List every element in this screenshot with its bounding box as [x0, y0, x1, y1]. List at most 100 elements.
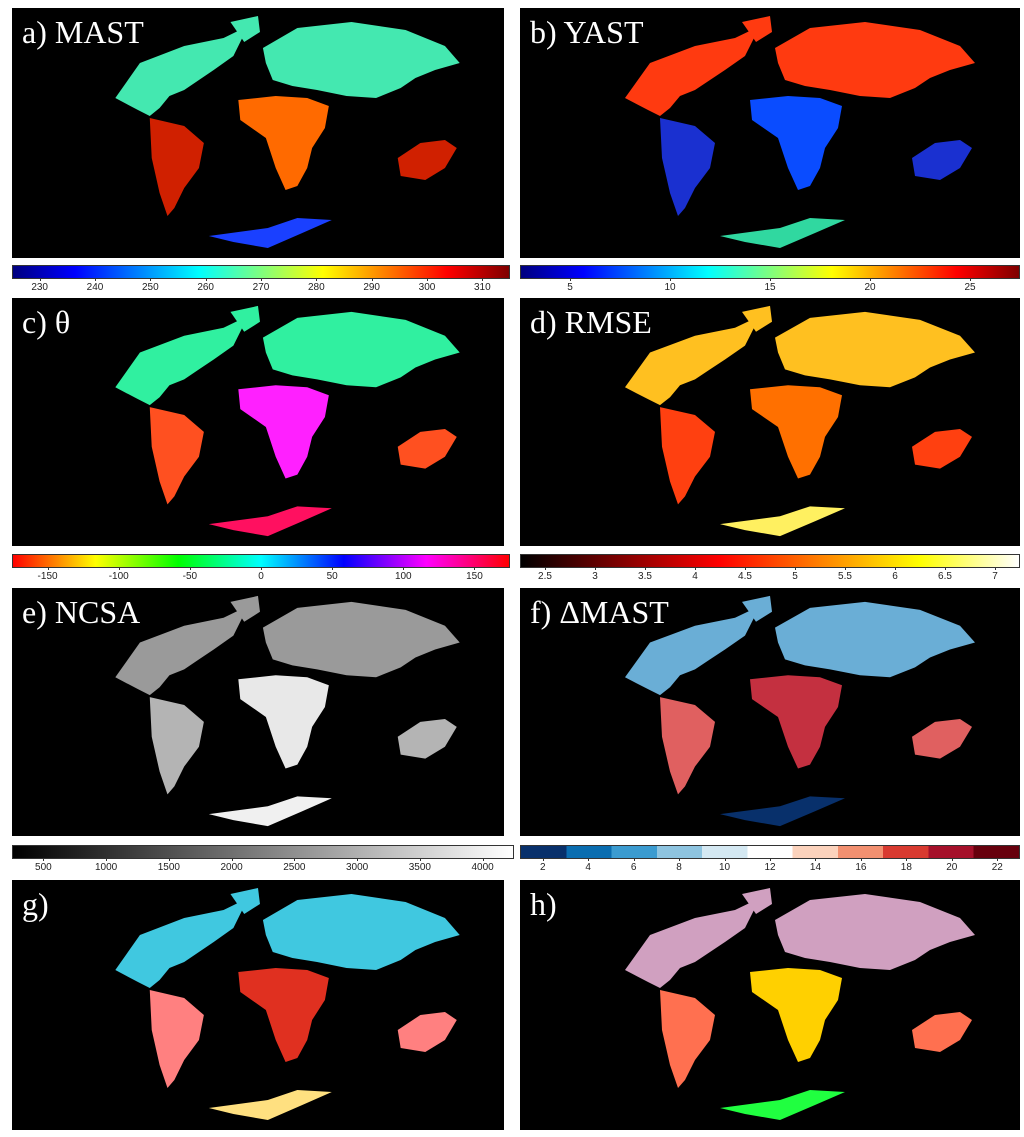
colorbar-tick-mark — [419, 858, 421, 861]
colorbar-tick-label: 25 — [964, 282, 976, 293]
colorbar-tick-label: 14 — [809, 862, 822, 873]
landmass-antarctica — [720, 1090, 845, 1120]
landmass-southAmerica — [660, 990, 715, 1088]
world-map-e — [115, 595, 460, 827]
landmass-eurasia — [775, 601, 975, 678]
colorbar-tick-mark — [482, 858, 484, 861]
panel-label-d: d) RMSE — [530, 304, 652, 340]
colorbar-tick-label: 150 — [466, 571, 483, 582]
colorbar-tick-label: 3500 — [408, 862, 431, 873]
colorbar-tick-mark — [745, 567, 746, 570]
colorbar-tick-label: 3 — [592, 571, 598, 582]
landmass-eurasia — [775, 311, 975, 388]
colorbar-tick-label: 280 — [307, 282, 325, 293]
landmass-greenland — [742, 888, 772, 914]
colorbar-tick-label: -50 — [182, 571, 198, 582]
landmass-greenland — [230, 16, 260, 42]
landmass-eurasia — [262, 601, 460, 678]
map-panel-c: c) θ — [12, 298, 504, 546]
colorbar-tick-mark — [316, 278, 318, 281]
landmass-southAmerica — [149, 407, 204, 505]
colorbar-tick-label: 20 — [864, 282, 876, 293]
landmass-australia — [397, 140, 457, 180]
landmass-northAmerica — [115, 605, 249, 696]
landmass-northAmerica — [115, 26, 249, 116]
colorbar-tick-mark — [845, 567, 846, 570]
colorbar-tick-label: 1000 — [95, 862, 118, 873]
world-map-b — [625, 16, 975, 248]
colorbar-tick-label: 6 — [892, 571, 898, 582]
colorbar-tick-label: 8 — [676, 862, 682, 873]
landmass-greenland — [230, 595, 260, 622]
colorbar-tick-label: 260 — [197, 282, 214, 293]
colorbar-rmse — [520, 554, 1020, 568]
colorbar-tick-mark — [482, 278, 484, 281]
colorbar-tick-label: 18 — [900, 862, 912, 873]
panel-label-e: e) NCSA — [22, 594, 141, 630]
colorbar-tick-label: 230 — [31, 282, 48, 293]
colorbar-tick-mark — [106, 858, 108, 861]
colorbar-tick-mark — [39, 278, 41, 281]
landmass-africa — [238, 96, 329, 190]
landmass-eurasia — [775, 22, 975, 98]
landmass-antarctica — [208, 506, 332, 537]
landmass-greenland — [742, 16, 772, 42]
colorbar-tick-label: 5 — [567, 282, 573, 293]
landmass-antarctica — [208, 218, 332, 248]
colorbar-tick-mark — [474, 567, 476, 570]
colorbar-tick-mark — [189, 567, 191, 570]
colorbar-yast-ticks: 5 10 15 20 25 — [520, 278, 1020, 297]
panel-label-a: a) MAST — [22, 14, 144, 50]
colorbar-tick-mark — [168, 858, 170, 861]
panel-label-h: h) — [530, 886, 557, 922]
colorbar-tick-label: 6 — [630, 862, 637, 873]
landmass-africa — [238, 385, 329, 479]
colorbar-tick-label: 4.5 — [738, 571, 752, 582]
colorbar-tick-mark — [906, 858, 908, 861]
landmass-southAmerica — [149, 118, 204, 216]
colorbar-tick-label: 4000 — [471, 862, 494, 873]
colorbar-tick-mark — [633, 858, 635, 861]
colorbar-tick-label: 2.5 — [538, 571, 552, 582]
colorbar-tick-mark — [427, 278, 428, 281]
colorbar-ncsa — [12, 845, 514, 859]
landmass-eurasia — [262, 311, 460, 388]
colorbar-tick-mark — [895, 567, 896, 570]
colorbar-tick-mark — [43, 858, 45, 861]
colorbar-tick-mark — [332, 567, 334, 570]
landmass-africa — [238, 968, 329, 1062]
colorbar-tick-mark — [371, 278, 373, 281]
colorbar-tick-label: 2 — [539, 862, 546, 873]
landmass-northAmerica — [625, 898, 760, 988]
panel-label-b: b) YAST — [530, 14, 644, 50]
colorbar-tick-label: 300 — [418, 282, 436, 293]
map-panel-h: h) — [520, 880, 1020, 1130]
colorbar-tick-mark — [995, 567, 996, 570]
colorbar-tick-mark — [997, 858, 999, 861]
colorbar-mast — [12, 265, 510, 279]
landmass-northAmerica — [625, 315, 760, 406]
landmass-greenland — [230, 888, 260, 914]
colorbar-ncsa-ticks: 500 1000 1500 2000 2500 3000 3500 4000 — [12, 858, 514, 877]
colorbar-tick-mark — [261, 567, 262, 570]
landmass-northAmerica — [625, 605, 760, 696]
colorbar-tick-mark — [542, 858, 544, 861]
landmass-africa — [238, 675, 329, 769]
world-map-h — [625, 888, 975, 1120]
landmass-antarctica — [208, 796, 332, 827]
colorbar-tick-mark — [724, 858, 726, 861]
landmass-antarctica — [720, 506, 845, 537]
colorbar-tick-label: 3.5 — [638, 571, 652, 582]
landmass-northAmerica — [625, 26, 760, 116]
colorbar-rmse-ticks: 2.5 3 3.5 4 4.5 5 5.5 6 6.5 7 — [520, 567, 1020, 586]
landmass-southAmerica — [149, 990, 204, 1088]
colorbar-tick-mark — [588, 858, 590, 861]
landmass-eurasia — [262, 894, 460, 970]
colorbar-yast — [520, 265, 1020, 279]
world-map-g — [115, 888, 460, 1120]
landmass-australia — [912, 428, 972, 469]
colorbar-tick-label: 3000 — [346, 862, 369, 873]
colorbar-tick-mark — [695, 567, 696, 570]
colorbar-tick-label: 5.5 — [838, 571, 852, 582]
colorbar-tick-label: 16 — [855, 862, 867, 873]
